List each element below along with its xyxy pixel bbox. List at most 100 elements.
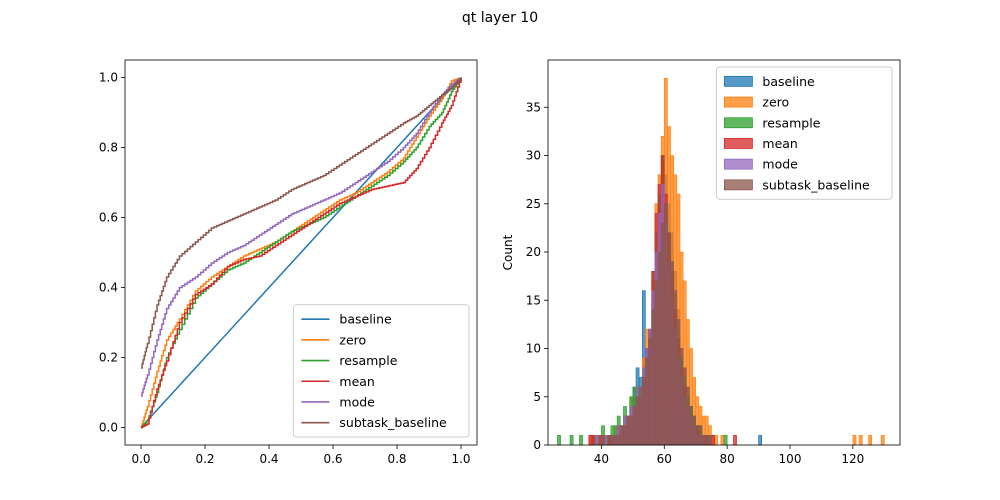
right-ytick-label: 25 [526,197,541,211]
bar-mode [604,435,609,446]
bar-subtask-baseline [682,367,687,446]
bar-subtask-baseline [657,251,662,446]
left-xtick-label: 0.6 [323,452,342,466]
figure-title: qt layer 10 [462,10,538,26]
right-ytick-label: 10 [526,342,541,356]
line-mean [141,77,462,429]
bar-subtask-baseline [613,435,618,446]
bar-zero [868,435,873,446]
bar-subtask-baseline [676,319,681,446]
left-xtick-label: 1.0 [451,452,470,466]
left-frame [124,59,478,446]
left-xtick-label: 0.4 [259,452,278,466]
bar-zero [720,435,725,446]
right-xtick-label: 40 [594,452,609,466]
right-ytick-label: 20 [526,245,541,259]
bar-resample [557,435,561,446]
bar-subtask-baseline [704,435,709,446]
bar-subtask-baseline [689,406,693,446]
left-xtick-label: 0.8 [387,452,406,466]
bar-subtask-baseline [707,435,712,446]
right-ytick-label: 0 [533,438,541,452]
bar-zero [880,435,885,446]
right-xtick-label: 60 [657,452,672,466]
bar-subtask-baseline [651,309,656,446]
legend-label-zero: zero [762,95,789,110]
left-ytick-label: 0.4 [99,281,118,295]
bar-subtask-baseline [629,415,634,446]
right-xtick-label: 120 [841,452,864,466]
right-ylabel: Count [501,234,515,270]
bar-zero [858,435,863,446]
legend-swatch-baseline [724,75,753,87]
legend-label-resample: resample [762,115,820,130]
bar-subtask-baseline [654,280,659,446]
bar-subtask-baseline [648,338,653,446]
bar-subtask-baseline [673,290,678,446]
bar-subtask-baseline [667,232,671,446]
ecdf-panel: 0.0 0.2 0.4 0.6 0.8 1.0 0.0 0.2 0.4 0.6 0.8 1.0 base… [99,59,478,466]
bar-mean [711,435,715,446]
legend-label-mean: mean [762,136,797,151]
left-xtick-label: 0.2 [195,452,214,466]
bar-mean [733,435,737,446]
legend-label-subtask-baseline: subtask_baseline [762,177,870,192]
histogram-panel: 40 60 80 100 120 0 5 10 15 20 25 30 35 Count baseline z… [501,59,901,466]
right-ytick-label: 5 [533,390,541,404]
bar-subtask-baseline [645,357,649,446]
legend-swatch-subtask-baseline [724,179,753,191]
legend-label-mode: mode [762,157,798,172]
legend-swatch-resample [724,117,753,129]
bar-mode [594,435,599,446]
bar-subtask-baseline [623,425,627,446]
bar-subtask-baseline [601,435,605,446]
left-ytick-label: 0.6 [99,211,118,225]
bar-resample [579,435,583,446]
bar-subtask-baseline [616,435,621,446]
bar-subtask-baseline [701,435,706,446]
bar-subtask-baseline [635,396,640,446]
bar-subtask-baseline [670,261,675,446]
right-ytick-label: 30 [526,149,541,163]
bar-resample [723,435,728,446]
right-frame [547,59,901,446]
bar-subtask-baseline [695,425,700,446]
left-ytick-label: 0.0 [99,421,118,435]
right-xtick-label: 80 [720,452,735,466]
left-xtick-label: 0.0 [131,452,150,466]
bar-subtask-baseline [610,435,615,446]
legend-label-mode: mode [339,394,375,409]
bar-baseline [758,435,763,446]
bar-subtask-baseline [626,415,631,446]
right-xtick-label: 100 [779,452,802,466]
bar-subtask-baseline [663,203,668,446]
line-baseline [140,76,462,429]
legend-swatch-mode [724,158,753,170]
left-legend-frame [292,304,470,438]
bar-zero [852,435,857,446]
right-legend-frame [715,66,893,200]
bar-subtask-baseline [692,415,697,446]
bar-mean [597,435,602,446]
right-ytick-label: 15 [526,293,541,307]
line-mode [141,77,462,397]
bar-resample [569,435,574,446]
left-legend: baseline zero resample mean mode subtask_base… [292,304,470,438]
bar-zero [714,435,719,446]
right-legend: baseline zero resample mean mode subtask_base… [715,66,893,200]
legend-label-mean: mean [339,374,374,389]
right-ytick-label: 35 [526,100,541,114]
left-ytick-label: 1.0 [99,71,118,85]
left-ytick-label: 0.2 [99,351,118,365]
bar-subtask-baseline [638,386,643,446]
bars-subtask-baseline [601,203,712,446]
bar-subtask-baseline [685,386,690,446]
bar-subtask-baseline [619,425,624,446]
bar-mean [591,435,596,446]
legend-label-baseline: baseline [339,312,392,327]
legend-label-baseline: baseline [762,74,815,89]
bar-mean [588,435,593,446]
legend-label-resample: resample [339,353,397,368]
bar-subtask-baseline [607,435,612,446]
